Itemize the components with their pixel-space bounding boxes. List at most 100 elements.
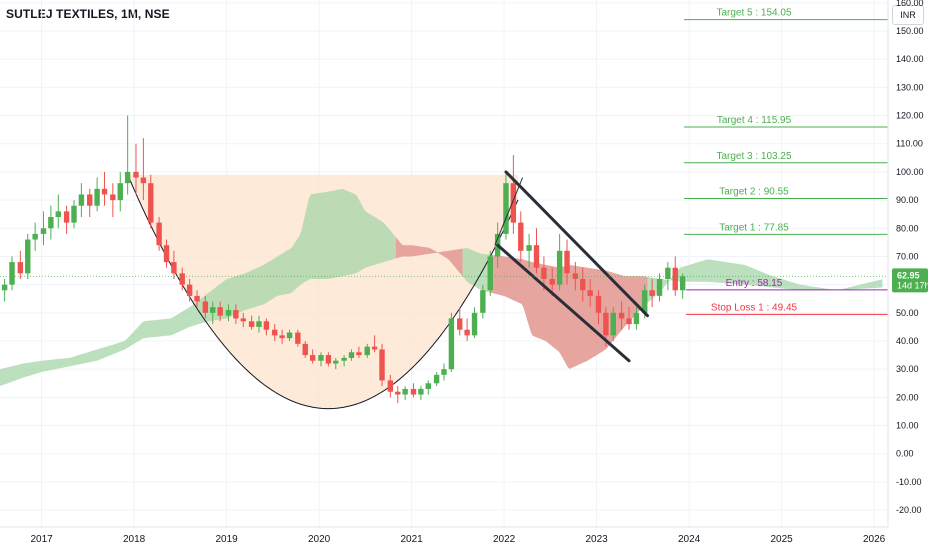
candle-body <box>318 355 324 361</box>
candle <box>171 250 177 279</box>
candle <box>40 211 47 246</box>
candle <box>163 239 170 268</box>
candle <box>633 307 640 330</box>
candle <box>387 374 394 398</box>
candle <box>433 372 440 387</box>
price-tick-label: 20.00 <box>896 392 919 402</box>
time-tick-label: 2024 <box>678 534 701 545</box>
level-label-target: Target 4 : 115.95 <box>717 115 792 126</box>
price-tick-label: 160.00 <box>896 0 924 8</box>
candle-body <box>133 171 139 178</box>
candle <box>78 183 85 217</box>
candle <box>217 301 223 322</box>
candle-body <box>78 194 85 206</box>
candle <box>580 267 586 302</box>
candle <box>402 386 408 401</box>
candle-body <box>564 250 570 274</box>
candle <box>533 228 540 274</box>
candle-body <box>457 318 463 330</box>
candle-body <box>179 273 185 285</box>
candle <box>309 349 316 364</box>
candle-body <box>433 374 440 384</box>
candle-body <box>171 262 177 274</box>
level-label-target: Target 1 : 77.85 <box>719 222 789 233</box>
candle-body <box>672 267 678 291</box>
candle-body <box>94 188 100 206</box>
candle-body <box>32 233 38 240</box>
candle-body <box>333 360 339 364</box>
candle-body <box>233 310 239 319</box>
candle-body <box>71 205 77 223</box>
candle-body <box>217 307 223 316</box>
candle-body <box>441 369 447 375</box>
time-tick-label: 2019 <box>216 534 239 545</box>
candle-body <box>25 239 31 274</box>
candle <box>210 301 216 325</box>
candle-body <box>186 284 193 296</box>
candle <box>233 304 239 325</box>
candle <box>302 341 308 358</box>
cup-rim-line <box>494 177 524 246</box>
cup-region <box>127 174 519 409</box>
price-tick-label: 40.00 <box>896 336 919 346</box>
time-tick-label: 2026 <box>863 534 886 545</box>
candle-body <box>194 295 200 302</box>
candle <box>425 380 431 395</box>
price-tick-label: 150.00 <box>896 26 924 36</box>
candle-body <box>410 388 417 395</box>
chart-title: SUTLEJ TEXTILES, 1M, NSE <box>6 7 170 21</box>
candle-body <box>148 183 154 223</box>
candle-body <box>402 388 408 395</box>
candle-body <box>1 284 8 291</box>
price-tick-label: 30.00 <box>896 364 919 374</box>
candle <box>286 329 293 341</box>
currency-button[interactable]: INR <box>892 5 924 25</box>
candle <box>556 233 563 291</box>
candle-body <box>110 194 116 201</box>
price-tick-label: 10.00 <box>896 421 919 431</box>
candle-body <box>356 352 362 356</box>
candle-body <box>225 310 232 316</box>
price-tick-label: 110.00 <box>896 139 923 149</box>
candle-body <box>503 183 509 234</box>
candle <box>71 200 77 229</box>
candle <box>572 262 579 291</box>
time-tick-label: 2023 <box>586 534 609 545</box>
candle-body <box>518 222 524 251</box>
time-axis[interactable]: 2017 2018 2019 2020 2021 2022 2023 2024 2025 2026 <box>31 534 886 545</box>
candle <box>25 233 31 279</box>
candle-body <box>471 312 478 336</box>
time-tick-label: 2020 <box>308 534 331 545</box>
candle-body <box>679 276 686 291</box>
candle <box>225 304 232 322</box>
candle <box>649 279 655 308</box>
last-price-value: 62.95 <box>897 270 920 280</box>
candle-body <box>124 171 131 184</box>
candle <box>318 352 324 367</box>
candle-body <box>279 335 285 339</box>
candle <box>356 346 362 358</box>
candle <box>272 324 278 341</box>
candle-body <box>101 188 108 195</box>
price-axis[interactable]: -20.00 -10.00 0.00 10.00 20.00 30.00 40.00 50.0… <box>896 0 924 515</box>
level-label-target: Target 3 : 103.25 <box>716 151 791 162</box>
candle-body <box>665 267 671 279</box>
candle-body <box>387 380 394 392</box>
time-tick-label: 2022 <box>493 534 516 545</box>
price-tick-label: 130.00 <box>896 82 924 92</box>
price-tick-label: 80.00 <box>896 223 919 233</box>
candle-body <box>464 329 470 336</box>
candle-body <box>163 245 170 263</box>
candle <box>240 312 246 327</box>
candle-body <box>549 279 555 285</box>
candle-body <box>556 250 563 285</box>
candle-body <box>341 357 347 361</box>
candle <box>186 279 193 302</box>
time-tick-label: 2021 <box>401 534 424 545</box>
candle-body <box>272 329 278 336</box>
price-tick-label: -20.00 <box>896 505 922 515</box>
candle <box>124 115 131 195</box>
candle <box>418 386 424 401</box>
